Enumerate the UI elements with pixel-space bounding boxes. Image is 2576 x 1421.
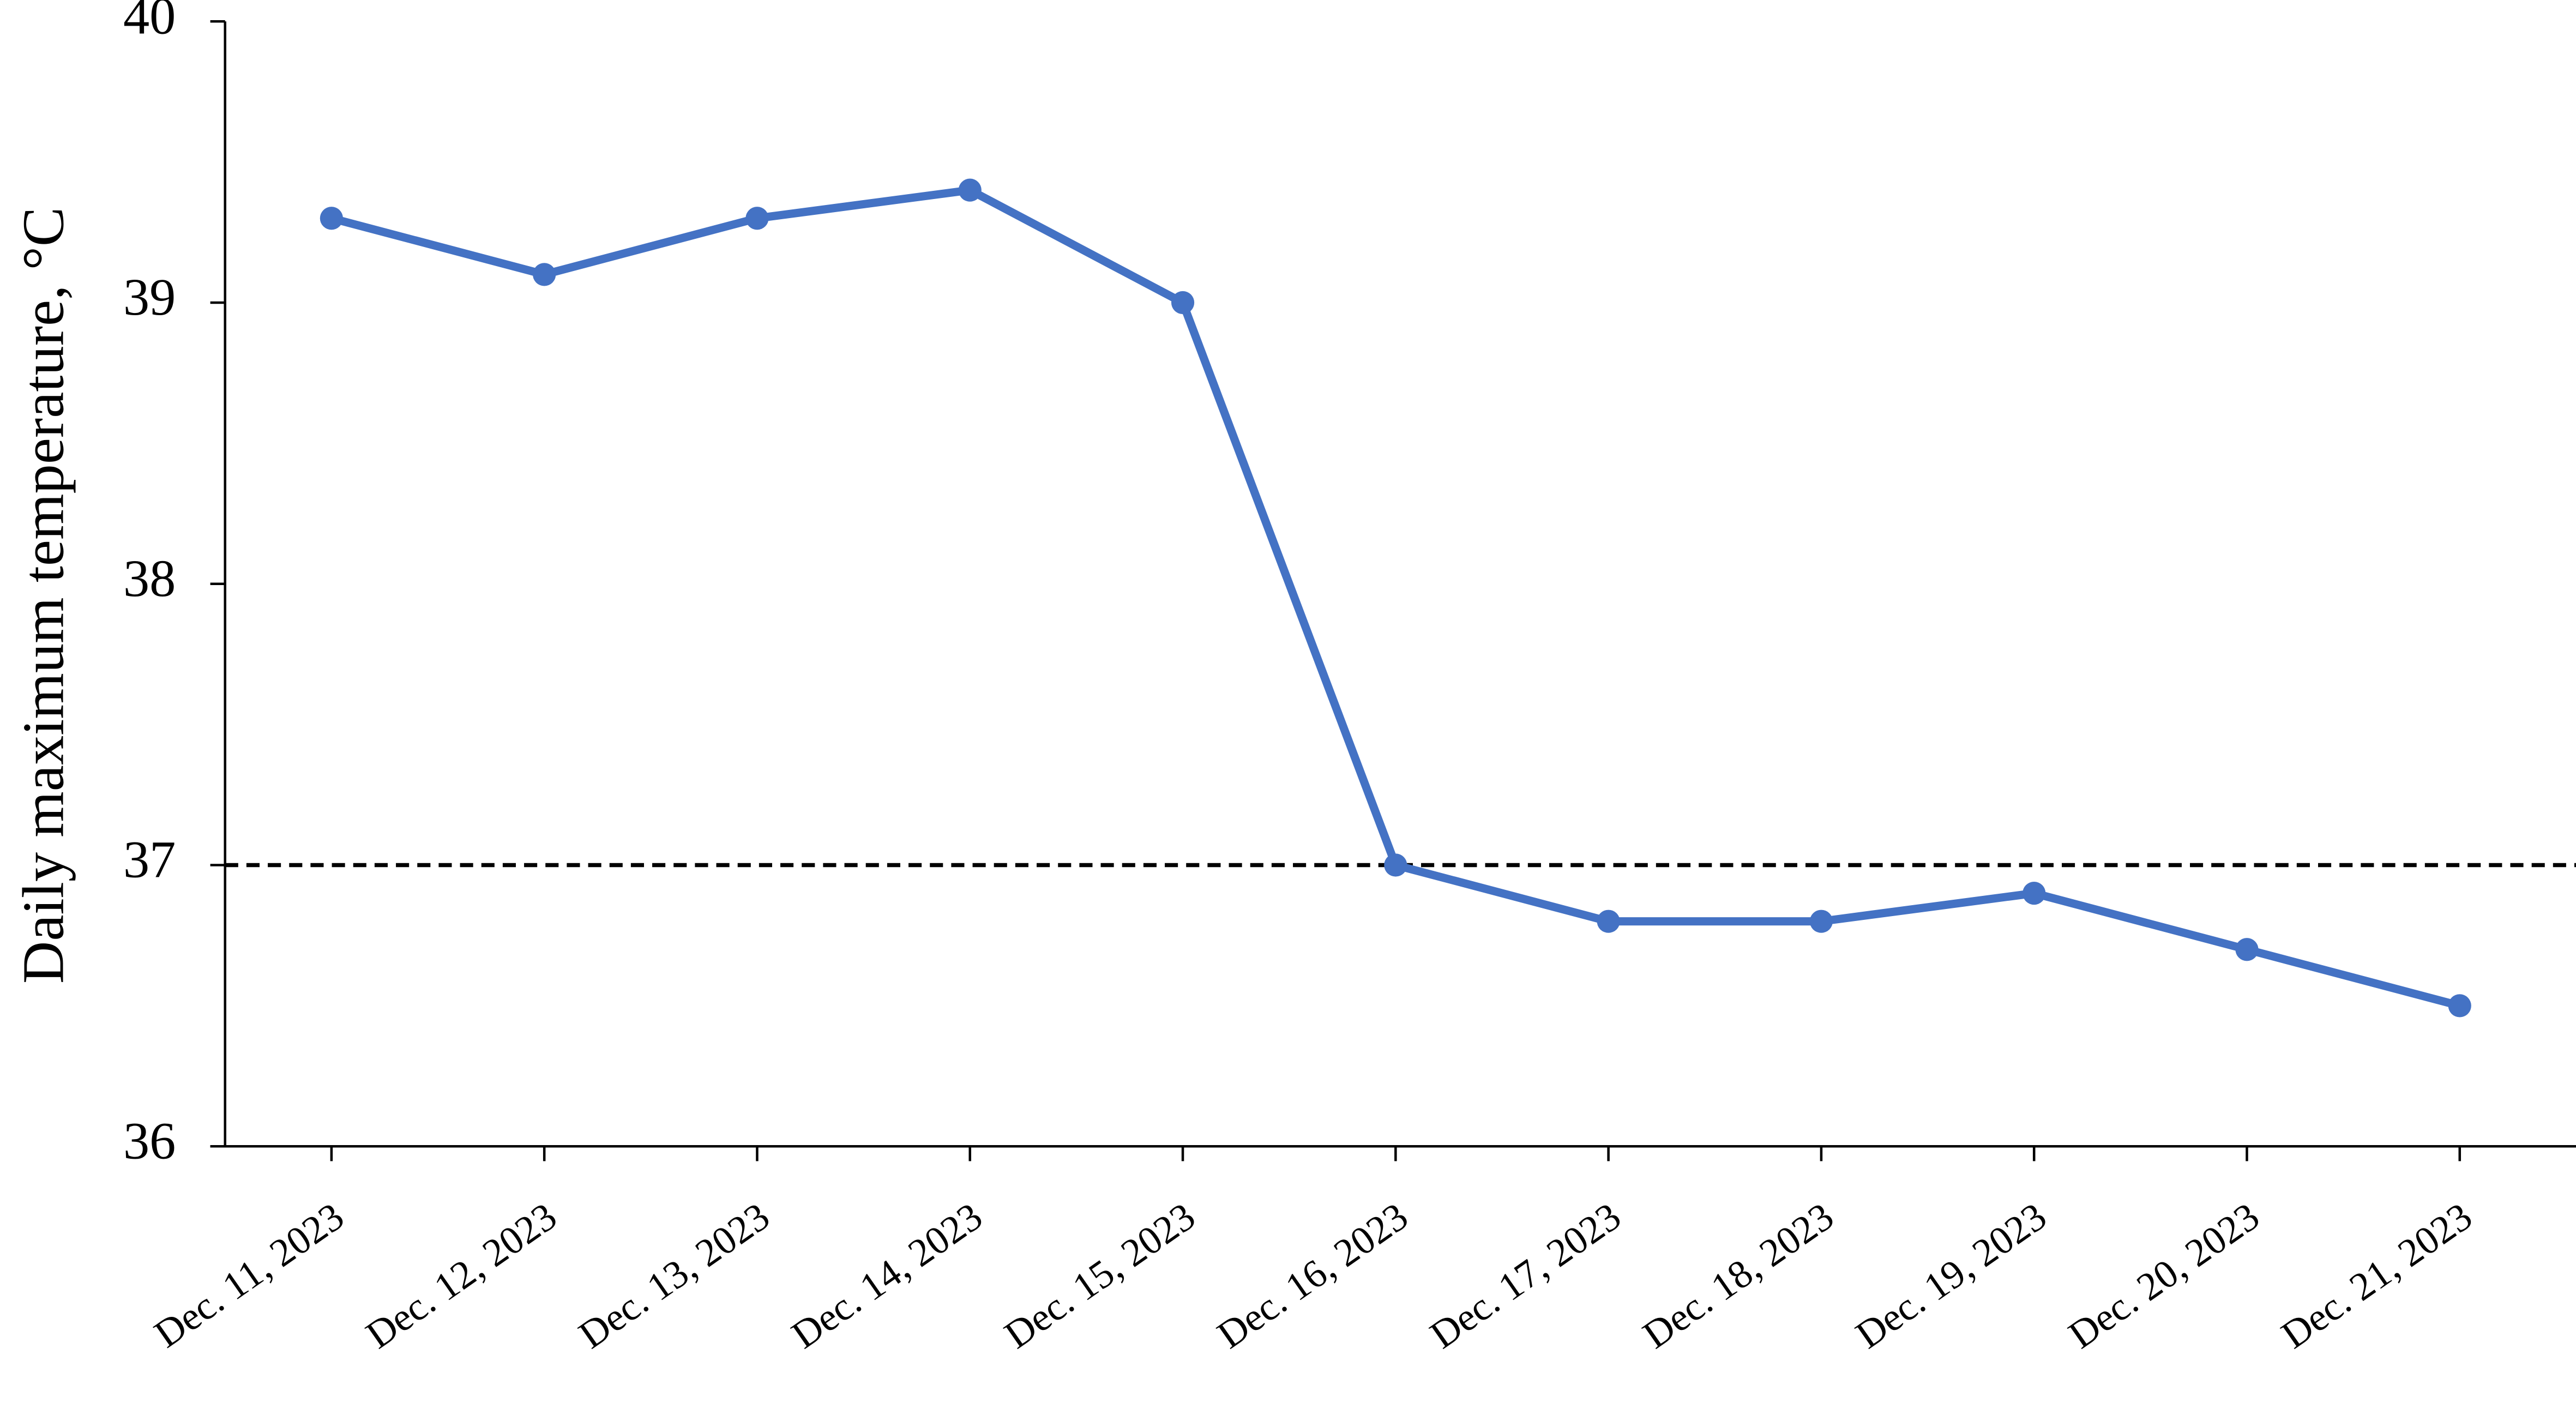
data-point [1384, 853, 1407, 877]
data-point [2235, 938, 2259, 961]
data-point [745, 207, 769, 230]
y-tick-label: 40 [123, 0, 176, 45]
x-tick-label: Dec. 13, 2023 [571, 1194, 777, 1357]
data-point [1171, 291, 1195, 315]
x-tick-label: Dec. 11, 2023 [147, 1194, 352, 1356]
data-point [2448, 994, 2471, 1017]
y-tick-label: 38 [123, 549, 176, 607]
x-tick-label: Dec. 15, 2023 [997, 1194, 1203, 1357]
x-tick-label: Dec. 20, 2023 [2061, 1194, 2267, 1357]
y-tick-label: 37 [123, 830, 176, 889]
x-tick-label: Dec. 21, 2023 [2273, 1194, 2479, 1357]
data-line [330, 186, 2461, 1010]
x-tick-label: Dec. 16, 2023 [1209, 1194, 1416, 1357]
data-point [320, 207, 343, 230]
x-tick-label: Dec. 19, 2023 [1848, 1194, 2054, 1357]
data-point [533, 263, 556, 286]
x-tick-label: Dec. 18, 2023 [1635, 1194, 1841, 1357]
data-point [1597, 910, 1620, 933]
y-tick-label: 36 [123, 1111, 176, 1170]
data-point [958, 178, 982, 202]
data-point [1809, 910, 1833, 933]
x-tick-label: Dec. 12, 2023 [358, 1194, 564, 1357]
y-axis-title: Daily maximum temperature, °C [10, 207, 76, 984]
x-tick-label: Dec. 14, 2023 [784, 1194, 990, 1357]
x-tick-label: Dec. 17, 2023 [1422, 1194, 1628, 1357]
data-point [2023, 881, 2046, 905]
y-tick-label: 39 [123, 268, 176, 326]
